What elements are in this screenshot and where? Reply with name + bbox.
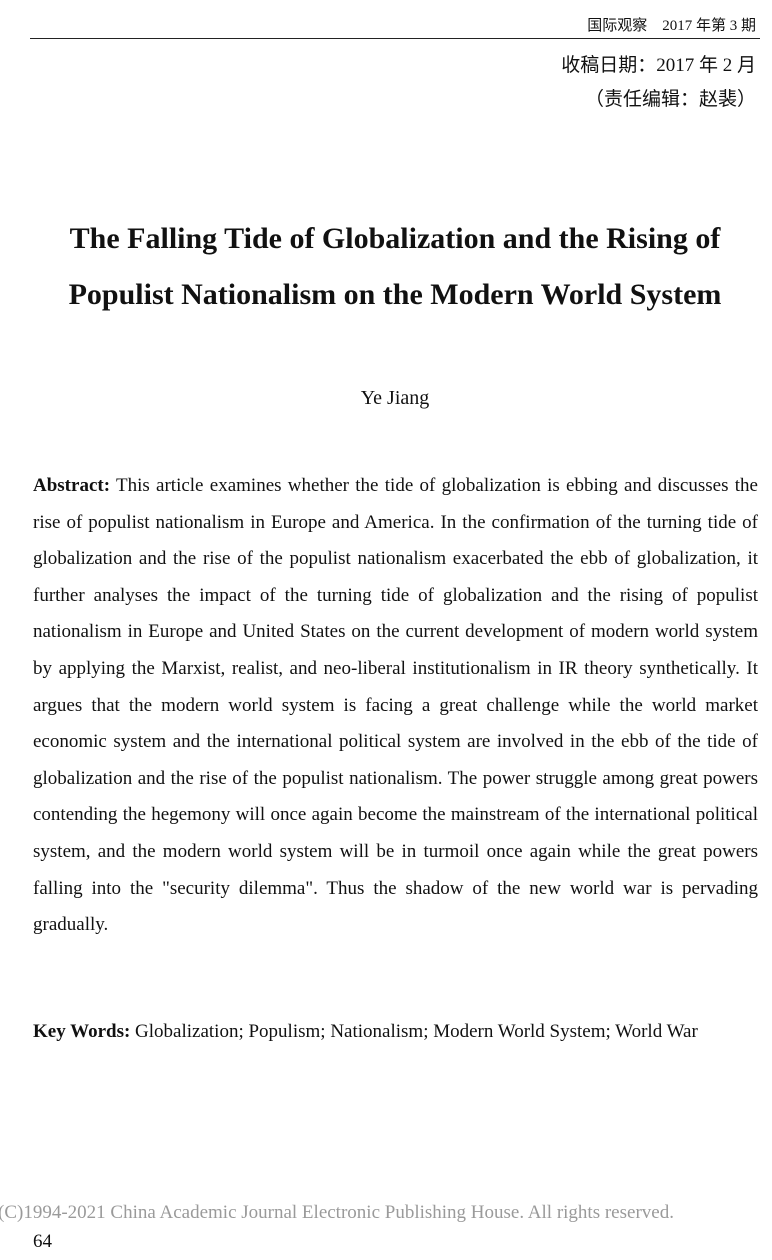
article-title: The Falling Tide of Globalization and th… <box>68 222 722 311</box>
keywords: Key Words: Globalization; Populism; Nati… <box>33 1014 758 1051</box>
keywords-text: Globalization; Populism; Nationalism; Mo… <box>135 1021 698 1042</box>
keywords-label: Key Words: <box>33 1021 131 1042</box>
abstract: Abstract: This article examines whether … <box>33 468 758 944</box>
running-header: 国际观察 2017 年第 3 期 <box>30 14 760 39</box>
page-number: 64 <box>33 1231 52 1252</box>
copyright-notice: (C)1994-2021 China Academic Journal Elec… <box>0 1202 674 1223</box>
author-name: Ye Jiang <box>360 387 430 409</box>
journal-issue: 国际观察 2017 年第 3 期 <box>587 18 756 34</box>
received-date: 收稿日期：2017 年 2 月 <box>561 55 756 76</box>
abstract-text: This article examines whether the tide o… <box>33 475 758 936</box>
responsible-editor: （责任编辑：赵裴） <box>584 89 756 110</box>
abstract-label: Abstract: <box>33 475 111 496</box>
